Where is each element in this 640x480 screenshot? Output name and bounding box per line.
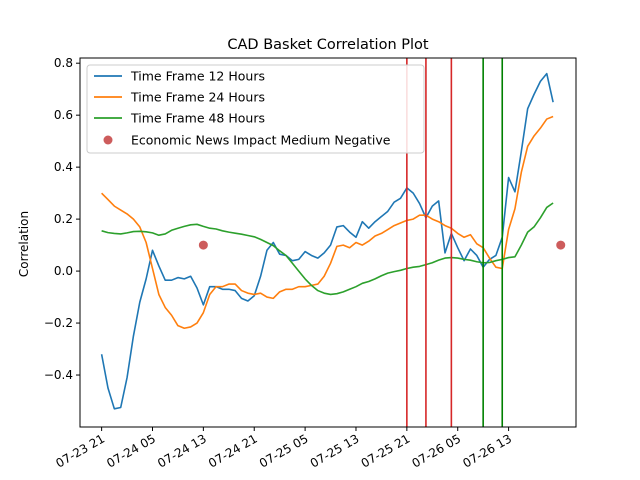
y-tick-label: 0.2 <box>54 212 73 226</box>
news-marker-point-2 <box>556 240 566 250</box>
series-line-3 <box>101 202 554 296</box>
news-marker-point-1 <box>198 240 208 250</box>
legend-label-news: Economic News Impact Medium Negative <box>131 133 391 148</box>
legend-label-2: Time Frame 24 Hours <box>130 90 265 105</box>
y-tick-label: −0.2 <box>44 316 73 330</box>
chart-title: CAD Basket Correlation Plot <box>227 37 429 53</box>
legend-label-1: Time Frame 12 Hours <box>130 69 265 84</box>
y-tick-label: 0.0 <box>54 264 73 278</box>
y-tick-label: 0.8 <box>54 56 73 70</box>
legend: Time Frame 12 Hours Time Frame 24 Hours Ti… <box>86 64 425 154</box>
legend-marker-swatch <box>103 135 113 145</box>
series-line-1 <box>100 72 554 410</box>
series-line-2 <box>101 115 554 330</box>
legend-label-3: Time Frame 48 Hours <box>130 111 265 126</box>
axes-frame <box>79 57 577 428</box>
y-tick-label: 0.4 <box>54 160 73 174</box>
y-tick-label: −0.4 <box>44 368 73 382</box>
y-tick-label: 0.6 <box>54 108 73 122</box>
y-axis-label: Correlation <box>17 211 31 277</box>
legend-box <box>86 64 425 154</box>
